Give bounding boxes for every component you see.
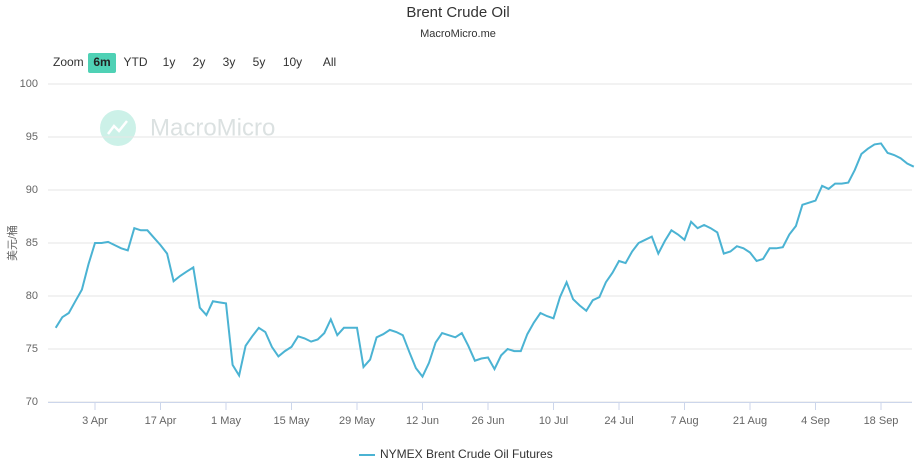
x-tick-label: 7 Aug xyxy=(670,415,698,427)
y-axis-label: 美元/桶 xyxy=(5,225,19,261)
range-button-bg[interactable] xyxy=(88,53,116,73)
watermark-logo xyxy=(100,110,136,146)
range-button[interactable]: 3y xyxy=(215,53,243,73)
y-tick-label: 80 xyxy=(26,290,38,302)
zoom-label: Zoom xyxy=(53,55,84,69)
range-button-label[interactable]: YTD xyxy=(124,55,148,69)
x-tick-label: 21 Aug xyxy=(733,415,767,427)
range-button-label[interactable]: 10y xyxy=(283,55,302,69)
y-tick-label: 90 xyxy=(26,184,38,196)
x-tick-label: 3 Apr xyxy=(82,415,108,427)
range-button-label[interactable]: 2y xyxy=(193,55,206,69)
x-tick-label: 10 Jul xyxy=(539,415,568,427)
range-button-label[interactable]: 3y xyxy=(223,55,236,69)
range-button[interactable]: 6m xyxy=(88,53,116,73)
x-tick-label: 18 Sep xyxy=(864,415,899,427)
range-button-label[interactable]: 5y xyxy=(253,55,266,69)
range-button[interactable]: 10y xyxy=(275,53,310,73)
y-tick-label: 85 xyxy=(26,237,38,249)
range-button[interactable]: 2y xyxy=(185,53,213,73)
x-tick-label: 4 Sep xyxy=(801,415,830,427)
x-tick-label: 24 Jul xyxy=(604,415,633,427)
x-tick-label: 26 Jun xyxy=(471,415,504,427)
y-tick-label: 75 xyxy=(26,343,38,355)
range-button[interactable]: YTD xyxy=(118,53,153,73)
range-button[interactable]: 1y xyxy=(155,53,183,73)
range-button-label[interactable]: 1y xyxy=(163,55,176,69)
range-button[interactable]: 5y xyxy=(245,53,273,73)
chart-subtitle: MacroMicro.me xyxy=(420,28,496,40)
x-tick-label: 29 May xyxy=(339,415,376,427)
line-series xyxy=(54,142,915,379)
y-tick-label: 100 xyxy=(20,78,38,90)
x-tick-label: 15 May xyxy=(273,415,310,427)
y-tick-label: 70 xyxy=(26,396,38,408)
x-tick-label: 1 May xyxy=(211,415,241,427)
legend-label: NYMEX Brent Crude Oil Futures xyxy=(380,447,553,461)
watermark-icon xyxy=(107,120,128,135)
range-button-label[interactable]: All xyxy=(323,55,336,69)
range-button-label[interactable]: 6m xyxy=(93,55,110,69)
chart-title: Brent Crude Oil xyxy=(406,4,509,21)
watermark: MacroMicro xyxy=(100,110,275,146)
range-button[interactable]: All xyxy=(312,53,347,73)
x-tick-label: 17 Apr xyxy=(145,415,177,427)
y-tick-label: 95 xyxy=(26,131,38,143)
x-tick-label: 12 Jun xyxy=(406,415,439,427)
